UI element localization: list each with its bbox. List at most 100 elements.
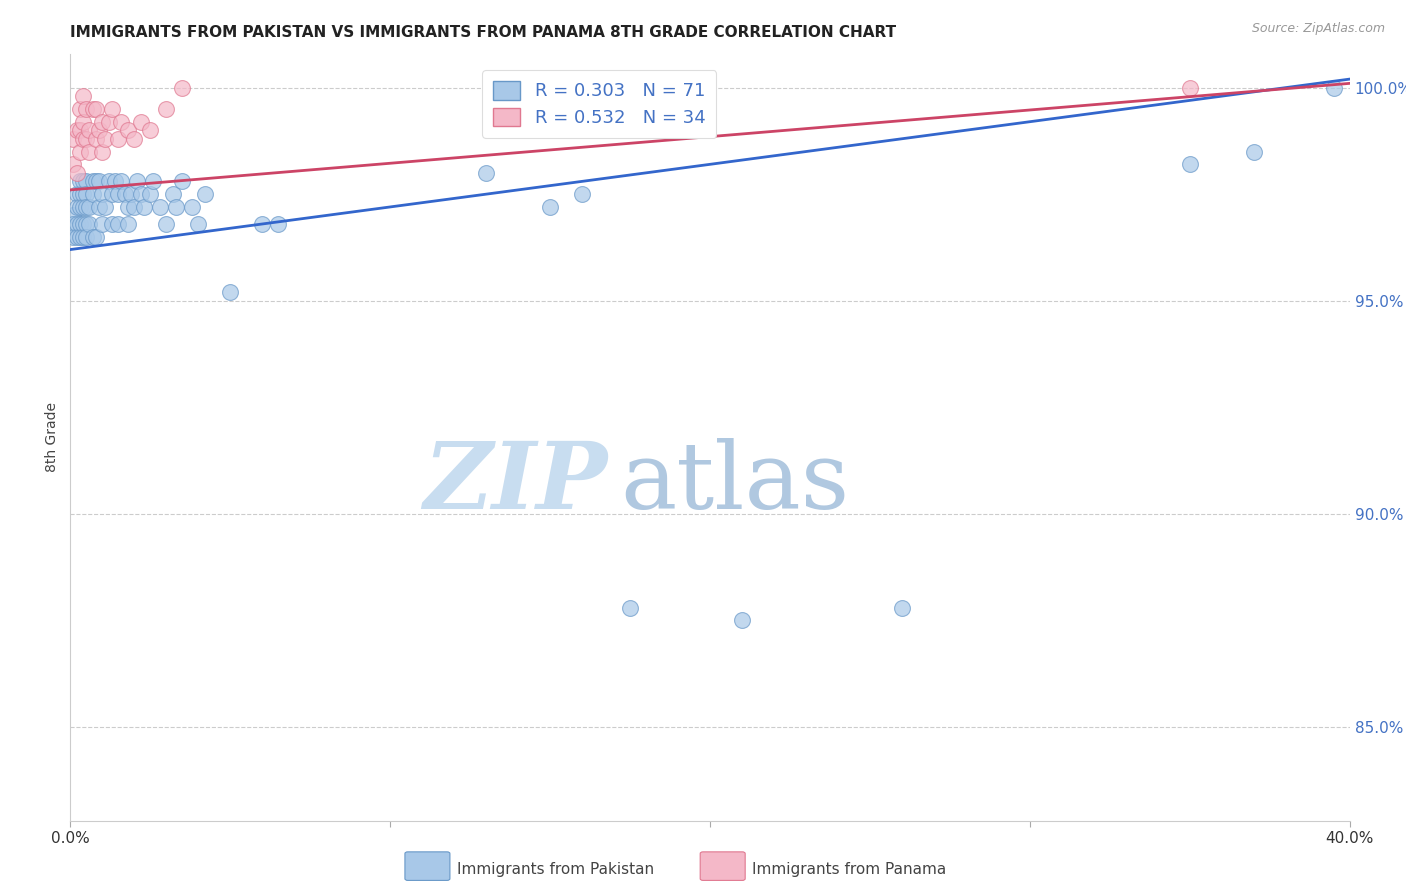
Legend: R = 0.303   N = 71, R = 0.532   N = 34: R = 0.303 N = 71, R = 0.532 N = 34 bbox=[482, 70, 716, 137]
Point bbox=[72, 229, 94, 244]
Point bbox=[75, 217, 97, 231]
Point bbox=[69, 200, 91, 214]
Point bbox=[117, 217, 139, 231]
Point bbox=[84, 229, 107, 244]
Point bbox=[72, 174, 94, 188]
Point bbox=[75, 132, 97, 146]
Point bbox=[571, 102, 593, 116]
Point bbox=[107, 217, 129, 231]
Point bbox=[91, 187, 114, 202]
Point bbox=[82, 187, 104, 202]
Point bbox=[91, 145, 114, 159]
Point bbox=[219, 285, 242, 300]
Point bbox=[187, 217, 209, 231]
Point bbox=[62, 132, 84, 146]
Point bbox=[69, 145, 91, 159]
Point bbox=[72, 132, 94, 146]
Point bbox=[619, 600, 641, 615]
Point bbox=[129, 187, 152, 202]
Point bbox=[129, 114, 152, 128]
Point bbox=[69, 229, 91, 244]
Point bbox=[155, 102, 177, 116]
Point bbox=[139, 187, 162, 202]
Point bbox=[172, 174, 194, 188]
Point bbox=[79, 200, 101, 214]
Point bbox=[149, 200, 172, 214]
Point bbox=[66, 229, 89, 244]
Point bbox=[107, 187, 129, 202]
Point bbox=[69, 174, 91, 188]
Point bbox=[162, 187, 184, 202]
Point bbox=[82, 102, 104, 116]
Point bbox=[84, 102, 107, 116]
Point bbox=[87, 174, 110, 188]
Point bbox=[72, 200, 94, 214]
Point bbox=[62, 229, 84, 244]
Point bbox=[139, 123, 162, 137]
Point bbox=[75, 102, 97, 116]
Point bbox=[91, 114, 114, 128]
Point bbox=[124, 132, 146, 146]
Text: IMMIGRANTS FROM PAKISTAN VS IMMIGRANTS FROM PANAMA 8TH GRADE CORRELATION CHART: IMMIGRANTS FROM PAKISTAN VS IMMIGRANTS F… bbox=[70, 25, 897, 40]
Point bbox=[155, 217, 177, 231]
Point bbox=[101, 102, 124, 116]
Point bbox=[69, 217, 91, 231]
Point bbox=[62, 217, 84, 231]
Point bbox=[104, 174, 127, 188]
Point bbox=[91, 217, 114, 231]
Point bbox=[94, 132, 117, 146]
Point bbox=[79, 217, 101, 231]
Point bbox=[603, 80, 626, 95]
Point bbox=[124, 200, 146, 214]
Point bbox=[75, 174, 97, 188]
Point bbox=[1243, 145, 1265, 159]
Point bbox=[97, 114, 120, 128]
Point bbox=[891, 600, 914, 615]
Point bbox=[571, 187, 593, 202]
Point bbox=[1178, 80, 1201, 95]
Point bbox=[72, 187, 94, 202]
Point bbox=[107, 132, 129, 146]
Point bbox=[69, 123, 91, 137]
Point bbox=[72, 114, 94, 128]
Point bbox=[180, 200, 202, 214]
Point bbox=[72, 89, 94, 103]
Point bbox=[120, 187, 142, 202]
Point bbox=[79, 145, 101, 159]
Point bbox=[101, 187, 124, 202]
Point bbox=[72, 217, 94, 231]
Point bbox=[97, 174, 120, 188]
Point bbox=[194, 187, 217, 202]
Point bbox=[75, 200, 97, 214]
Point bbox=[114, 187, 136, 202]
Point bbox=[731, 613, 754, 627]
Point bbox=[142, 174, 165, 188]
Point bbox=[87, 123, 110, 137]
Point bbox=[101, 217, 124, 231]
Point bbox=[117, 200, 139, 214]
Point bbox=[110, 114, 132, 128]
Point bbox=[66, 187, 89, 202]
Point bbox=[267, 217, 290, 231]
Point bbox=[66, 200, 89, 214]
Point bbox=[62, 209, 84, 223]
Text: Immigrants from Pakistan: Immigrants from Pakistan bbox=[457, 863, 654, 877]
Point bbox=[82, 229, 104, 244]
Point bbox=[94, 200, 117, 214]
Point bbox=[117, 123, 139, 137]
Point bbox=[75, 187, 97, 202]
Text: ZIP: ZIP bbox=[423, 438, 607, 528]
Point bbox=[250, 217, 273, 231]
Point bbox=[475, 166, 498, 180]
Point bbox=[132, 200, 155, 214]
Point bbox=[66, 217, 89, 231]
Point bbox=[62, 157, 84, 171]
Point bbox=[127, 174, 149, 188]
Text: Immigrants from Panama: Immigrants from Panama bbox=[752, 863, 946, 877]
Point bbox=[82, 174, 104, 188]
Point bbox=[66, 166, 89, 180]
Point bbox=[87, 200, 110, 214]
Y-axis label: 8th Grade: 8th Grade bbox=[45, 402, 59, 472]
Point bbox=[110, 174, 132, 188]
Point bbox=[1178, 157, 1201, 171]
